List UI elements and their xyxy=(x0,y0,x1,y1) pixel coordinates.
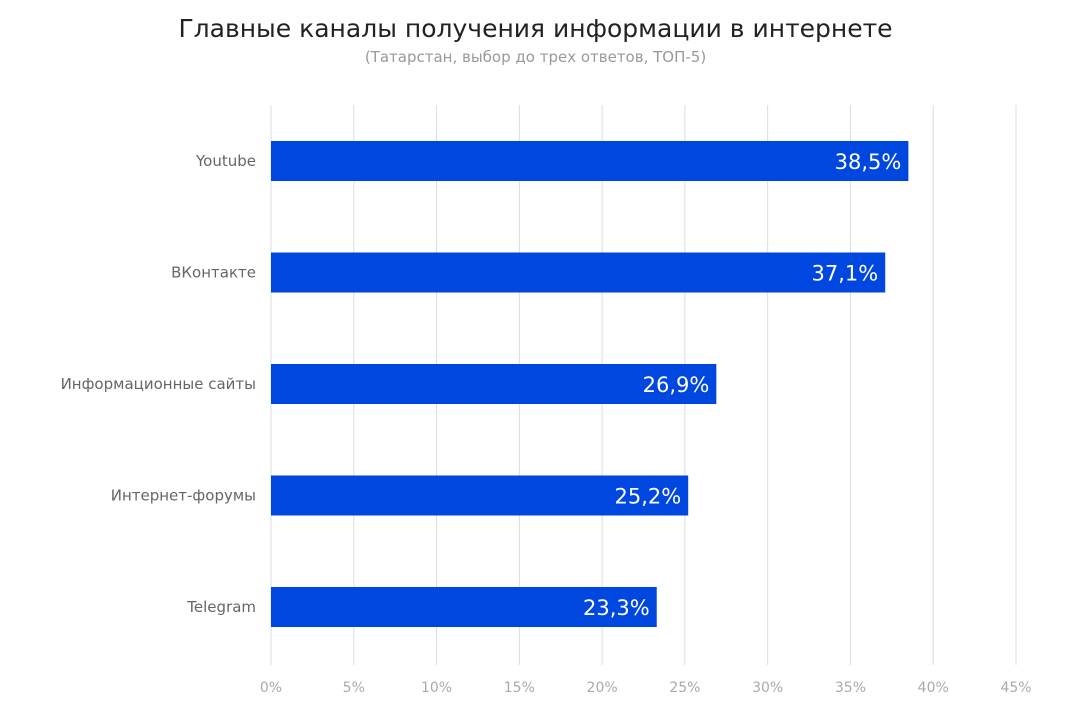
chart-title: Главные каналы получения информации в ин… xyxy=(178,14,893,43)
x-tick-label: 10% xyxy=(421,680,452,696)
x-tick-label: 25% xyxy=(669,680,700,696)
x-tick-label: 15% xyxy=(504,680,535,696)
bar xyxy=(271,141,909,181)
bar xyxy=(271,475,689,516)
category-label: Информационные сайты xyxy=(61,375,256,393)
x-tick-label: 20% xyxy=(587,680,618,696)
bar-value-label: 38,5% xyxy=(835,150,902,174)
bar xyxy=(271,364,717,404)
x-tick-label: 40% xyxy=(918,680,949,696)
x-tick-label: 0% xyxy=(260,680,282,696)
bar-value-label: 23,3% xyxy=(583,596,650,620)
bar xyxy=(271,252,886,293)
category-label: Интернет-форумы xyxy=(111,487,256,505)
bar-value-label: 37,1% xyxy=(811,262,878,286)
category-label: ВКонтакте xyxy=(171,264,256,282)
x-tick-label: 45% xyxy=(1000,680,1031,696)
x-tick-label: 35% xyxy=(835,680,866,696)
category-label: Youtube xyxy=(195,152,256,170)
bar xyxy=(271,587,657,627)
chart-subtitle: (Татарстан, выбор до трех ответов, ТОП-5… xyxy=(364,48,707,66)
bar-value-label: 25,2% xyxy=(614,485,681,509)
x-tick-label: 5% xyxy=(343,680,365,696)
bar-value-label: 26,9% xyxy=(643,373,710,397)
category-label: Telegram xyxy=(186,598,256,616)
x-tick-label: 30% xyxy=(752,680,783,696)
